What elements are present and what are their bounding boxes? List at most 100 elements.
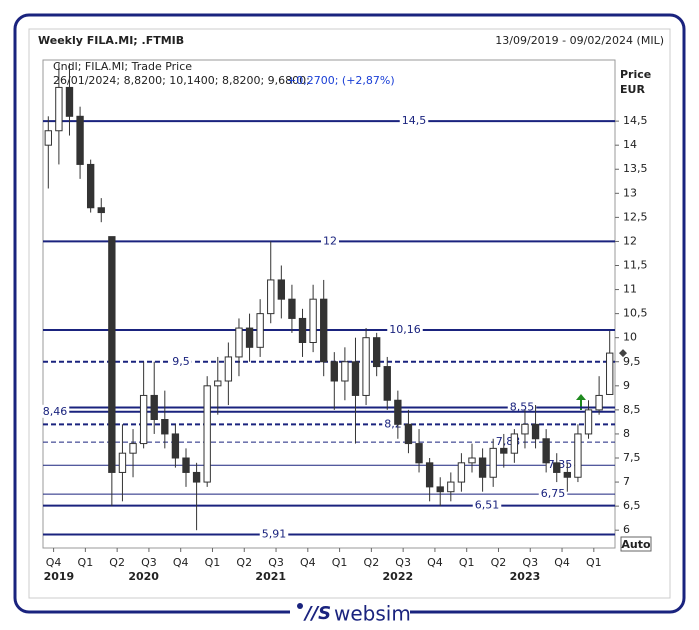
x-tick-label: Q3 bbox=[395, 556, 411, 569]
level-label-bg bbox=[321, 234, 339, 248]
level-label-bg bbox=[40, 404, 70, 418]
x-tick-label: Q3 bbox=[522, 556, 538, 569]
candle-body bbox=[574, 433, 582, 478]
candle-body bbox=[383, 366, 391, 401]
level-label: 6,75 bbox=[541, 487, 566, 500]
y-tick-label: 9 bbox=[623, 379, 630, 392]
signal-arrow bbox=[576, 394, 586, 410]
candle-body bbox=[394, 399, 402, 425]
level-label-bg bbox=[538, 487, 568, 501]
logo-bg bbox=[290, 602, 410, 624]
y-tick-label: 9,5 bbox=[623, 355, 641, 368]
candle-body bbox=[298, 317, 307, 344]
candle-body bbox=[267, 279, 275, 315]
x-tick-label: Q1 bbox=[332, 556, 348, 569]
plot-area bbox=[42, 59, 616, 549]
level-label: 14,5 bbox=[402, 114, 427, 127]
candle-body bbox=[468, 457, 476, 464]
year-label: 2022 bbox=[383, 570, 414, 583]
y-tick-label: 6,5 bbox=[623, 499, 641, 512]
brand: websim bbox=[334, 602, 411, 626]
year-label: 2019 bbox=[44, 570, 75, 583]
candle-body bbox=[192, 471, 201, 483]
panel bbox=[28, 28, 671, 599]
candle-body bbox=[97, 207, 105, 214]
candle-body bbox=[150, 394, 158, 421]
candle-body bbox=[436, 486, 444, 493]
candle-body bbox=[277, 279, 286, 300]
candle-body bbox=[139, 394, 148, 445]
x-tick-label: Q2 bbox=[491, 556, 507, 569]
candle-body bbox=[44, 130, 52, 146]
candle-body bbox=[553, 462, 561, 473]
x-tick-label: Q4 bbox=[554, 556, 570, 569]
candle-body bbox=[224, 356, 233, 382]
y-tick-label: 6 bbox=[623, 523, 630, 536]
x-tick-label: Q2 bbox=[364, 556, 380, 569]
y-tick-label: 10,5 bbox=[623, 307, 648, 320]
candle-body bbox=[489, 447, 497, 478]
candle-body bbox=[108, 236, 116, 473]
y-tick-label: 13,5 bbox=[623, 162, 648, 175]
y-tick-label: 11,5 bbox=[623, 258, 648, 271]
x-tick-label: Q4 bbox=[173, 556, 189, 569]
y-tick-label: 7 bbox=[623, 475, 630, 488]
x-tick-label: Q1 bbox=[205, 556, 221, 569]
level-label-bg bbox=[170, 354, 192, 368]
y-axis-title: EUR bbox=[620, 83, 645, 96]
candle-body bbox=[351, 361, 360, 396]
candle-body bbox=[531, 423, 540, 440]
x-tick-label: Q1 bbox=[78, 556, 94, 569]
legend-change: +0,2700; (+2,87%) bbox=[287, 74, 395, 87]
candle-body bbox=[521, 423, 529, 435]
y-axis-title: Price bbox=[620, 68, 651, 81]
candle-body bbox=[320, 298, 328, 363]
x-tick-label: Q1 bbox=[586, 556, 602, 569]
level-label: 6,51 bbox=[475, 499, 500, 512]
candle-body bbox=[65, 86, 74, 117]
candle-body bbox=[161, 419, 169, 435]
x-tick-label: Q1 bbox=[459, 556, 475, 569]
candle-body bbox=[478, 457, 487, 478]
candle-body bbox=[425, 462, 434, 488]
x-tick-label: Q4 bbox=[300, 556, 316, 569]
candle-body bbox=[118, 452, 127, 473]
candle-body bbox=[245, 327, 254, 348]
candle-body bbox=[362, 337, 370, 396]
candle-body bbox=[235, 327, 243, 358]
y-tick-label: 13 bbox=[623, 186, 637, 199]
candle-body bbox=[55, 86, 63, 132]
legend-line: Cndl; FILA.MI; Trade Price bbox=[53, 60, 192, 73]
candle-body bbox=[404, 423, 413, 445]
candle-body bbox=[256, 313, 264, 348]
level-label: 12 bbox=[323, 234, 337, 247]
scale-button[interactable] bbox=[620, 536, 652, 552]
candle-body bbox=[563, 471, 572, 478]
level-label-bg bbox=[259, 527, 289, 541]
candle-body bbox=[171, 433, 180, 459]
candle-body bbox=[203, 385, 211, 483]
candle-body bbox=[606, 352, 614, 395]
x-tick-label: Q2 bbox=[109, 556, 125, 569]
x-tick-label: Q4 bbox=[46, 556, 62, 569]
year-label: 2020 bbox=[128, 570, 159, 583]
candle-body bbox=[214, 380, 222, 387]
chart-title: Weekly FILA.MI; .FTMIB bbox=[38, 34, 184, 47]
candle-body bbox=[415, 443, 423, 464]
candle-body bbox=[129, 443, 137, 454]
level-label-bg bbox=[399, 114, 429, 128]
y-tick-label: 11 bbox=[623, 283, 637, 296]
candle-body bbox=[330, 361, 338, 382]
y-tick-label: 8,5 bbox=[623, 403, 641, 416]
level-label: 9,5 bbox=[172, 355, 190, 368]
x-tick-label: Q3 bbox=[141, 556, 157, 569]
candle-body bbox=[584, 409, 593, 435]
level-label: 5,91 bbox=[262, 528, 287, 541]
candle-body bbox=[542, 438, 550, 464]
level-label: 8,55 bbox=[510, 400, 535, 413]
level-label-bg bbox=[507, 400, 537, 414]
scale-mode[interactable]: Auto bbox=[621, 538, 651, 551]
candle-body bbox=[372, 337, 381, 368]
candle-body bbox=[341, 361, 349, 382]
